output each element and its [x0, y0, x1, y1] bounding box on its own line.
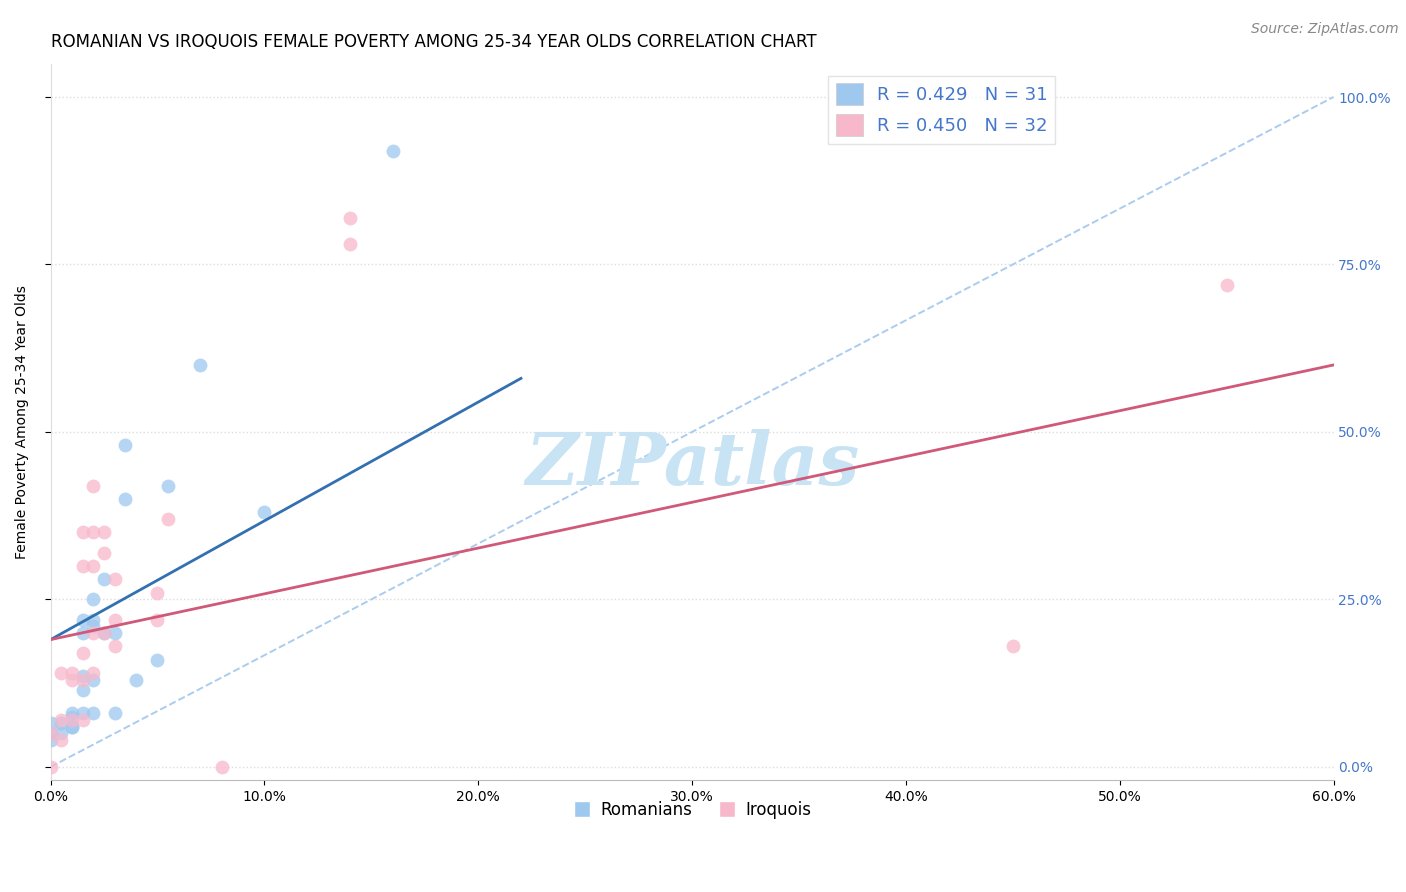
Point [104, 626, 127, 640]
Point [82, 525, 104, 540]
Point [104, 613, 127, 627]
Point [39, 716, 62, 731]
Point [82, 619, 104, 633]
Point [82, 613, 104, 627]
Point [1001, 640, 1024, 654]
Point [72, 646, 94, 660]
Point [82, 592, 104, 607]
Point [82, 673, 104, 687]
Point [114, 491, 136, 506]
Point [82, 478, 104, 492]
Point [60, 720, 83, 734]
Point [93, 626, 115, 640]
Point [60, 713, 83, 727]
Point [60, 720, 83, 734]
Point [72, 673, 94, 687]
Point [82, 706, 104, 721]
Point [82, 626, 104, 640]
Point [93, 626, 115, 640]
Point [72, 706, 94, 721]
Point [93, 545, 115, 559]
Point [104, 572, 127, 586]
Point [72, 613, 94, 627]
Point [82, 558, 104, 573]
Point [146, 585, 169, 599]
Point [339, 237, 361, 252]
Point [1215, 277, 1237, 292]
Point [125, 673, 148, 687]
Point [72, 525, 94, 540]
Point [51, 733, 73, 747]
Legend: Romanians, Iroquois: Romanians, Iroquois [565, 795, 818, 826]
Point [157, 512, 180, 526]
Point [60, 706, 83, 721]
Point [72, 669, 94, 683]
Point [104, 706, 127, 721]
Point [39, 726, 62, 740]
Point [60, 673, 83, 687]
Point [93, 572, 115, 586]
Point [60, 666, 83, 681]
Point [51, 726, 73, 740]
Text: ROMANIAN VS IROQUOIS FEMALE POVERTY AMONG 25-34 YEAR OLDS CORRELATION CHART: ROMANIAN VS IROQUOIS FEMALE POVERTY AMON… [51, 33, 815, 51]
Text: Source: ZipAtlas.com: Source: ZipAtlas.com [1251, 22, 1399, 37]
Point [104, 640, 127, 654]
Point [51, 716, 73, 731]
Point [60, 709, 83, 723]
Point [146, 613, 169, 627]
Point [51, 666, 73, 681]
Point [82, 666, 104, 681]
Point [114, 438, 136, 452]
Point [381, 144, 404, 158]
Point [72, 558, 94, 573]
Point [93, 525, 115, 540]
Point [339, 211, 361, 225]
Point [72, 713, 94, 727]
Point [253, 505, 276, 519]
Point [146, 653, 169, 667]
Text: ZIPatlas: ZIPatlas [524, 429, 859, 500]
Point [39, 760, 62, 774]
Point [39, 733, 62, 747]
Point [211, 760, 233, 774]
Point [72, 626, 94, 640]
Point [51, 713, 73, 727]
Point [39, 726, 62, 740]
Point [157, 478, 180, 492]
Point [72, 682, 94, 697]
Point [188, 358, 211, 372]
Y-axis label: Female Poverty Among 25-34 Year Olds: Female Poverty Among 25-34 Year Olds [15, 285, 30, 559]
